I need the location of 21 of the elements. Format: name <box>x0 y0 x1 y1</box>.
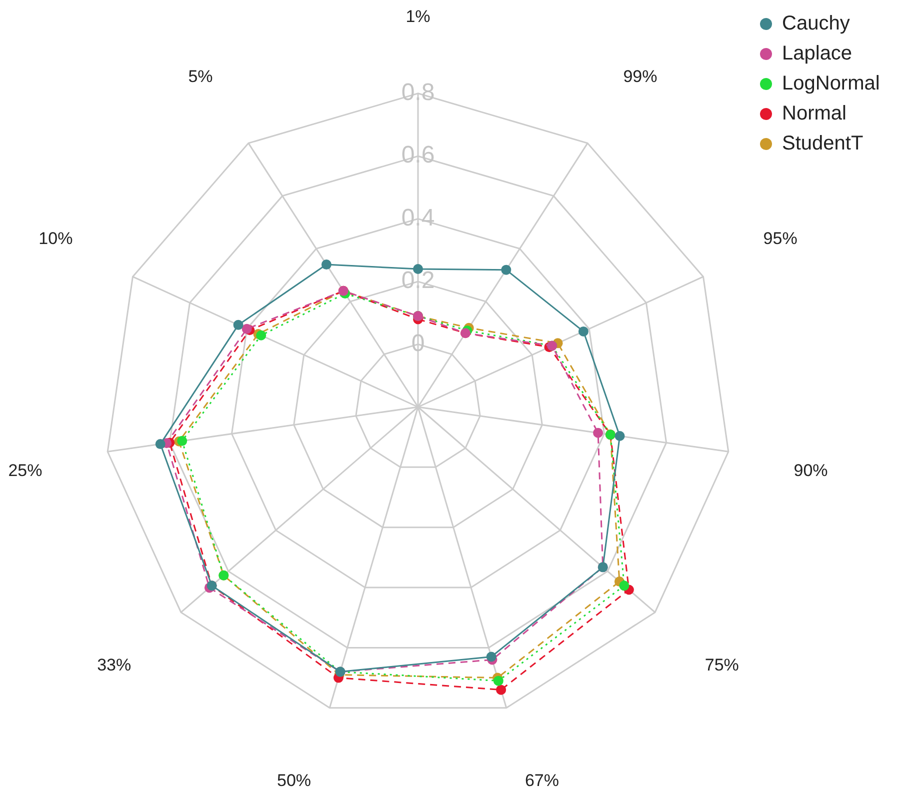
spoke-label: 95% <box>763 228 798 248</box>
legend-label: StudentT <box>782 132 864 155</box>
spoke-label: 33% <box>97 655 132 674</box>
y-tick-label: 0.8 <box>401 79 435 106</box>
y-tick-label: 0 <box>411 330 425 357</box>
spoke-label: 25% <box>8 460 42 480</box>
y-tick-label: 0.6 <box>401 142 435 169</box>
spoke-label: 1% <box>406 6 430 26</box>
spoke-label: 5% <box>188 67 213 86</box>
legend-label: Normal <box>782 102 846 125</box>
spoke-label: 75% <box>704 655 739 674</box>
legend-label: Cauchy <box>782 12 850 35</box>
y-tick-label: 0.2 <box>401 267 435 294</box>
spoke-label: 99% <box>623 67 658 86</box>
legend-label: LogNormal <box>782 72 880 95</box>
spoke-label: 90% <box>794 460 828 480</box>
spoke-label: 50% <box>277 771 312 790</box>
spoke-label: 10% <box>38 228 73 248</box>
spoke-label: 67% <box>524 771 559 790</box>
legend-label: Laplace <box>782 42 852 65</box>
y-tick-label: 0.4 <box>401 204 435 232</box>
